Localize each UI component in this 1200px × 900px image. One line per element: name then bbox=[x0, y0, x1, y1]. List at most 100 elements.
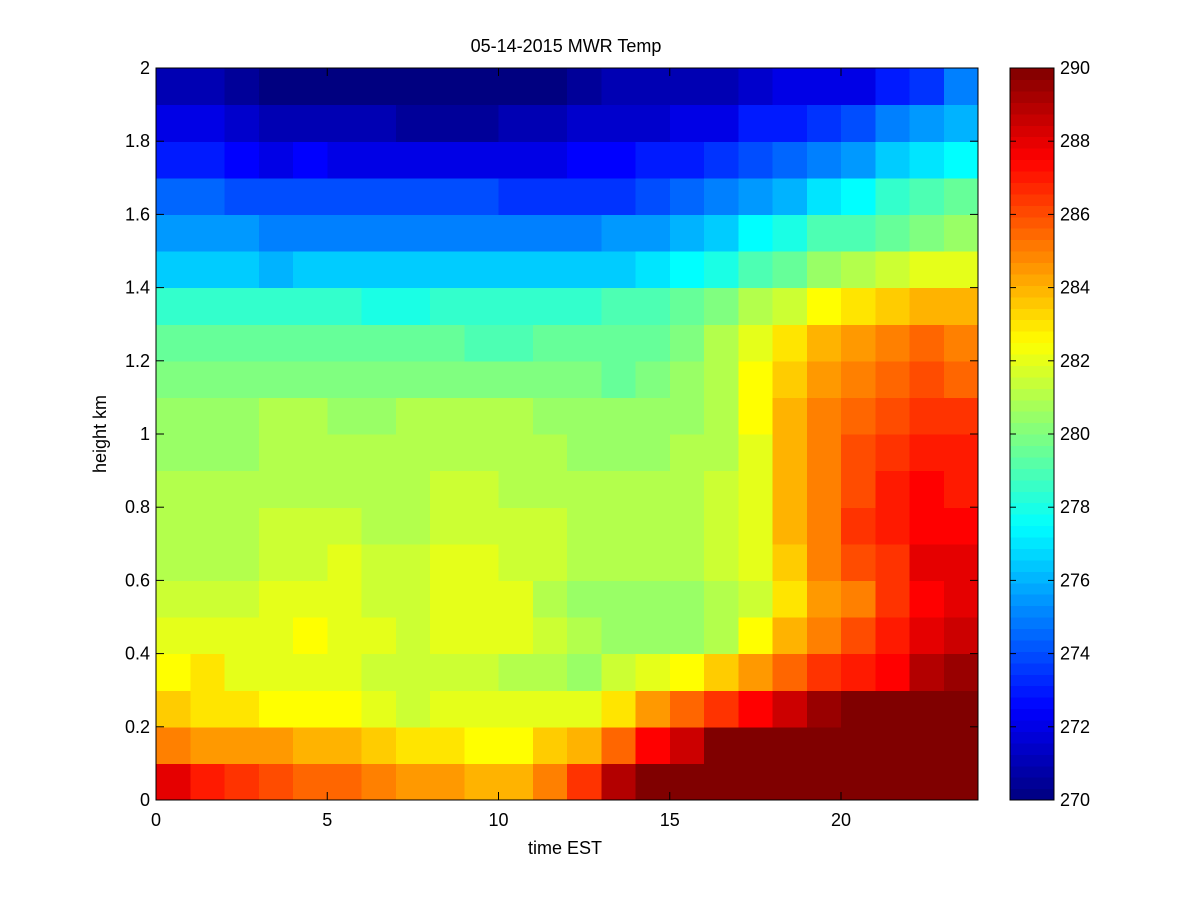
heatmap-cell bbox=[772, 507, 808, 545]
heatmap-cell bbox=[430, 470, 465, 508]
heatmap-cell bbox=[704, 251, 739, 289]
colorbar-segment bbox=[1010, 411, 1054, 424]
colorbar-segment bbox=[1010, 479, 1054, 492]
colorbar-segment bbox=[1010, 285, 1054, 298]
heatmap-cell bbox=[806, 434, 842, 472]
heatmap-cell bbox=[327, 251, 363, 289]
heatmap-cell bbox=[361, 324, 397, 362]
y-tick-label: 1.2 bbox=[125, 351, 150, 371]
heatmap-cell bbox=[258, 214, 294, 252]
heatmap-cell bbox=[635, 580, 671, 618]
heatmap-cell bbox=[875, 507, 911, 545]
heatmap-cell bbox=[841, 543, 876, 581]
heatmap-cell bbox=[704, 653, 739, 691]
heatmap-cell bbox=[943, 653, 979, 691]
heatmap-cell bbox=[943, 580, 979, 618]
heatmap-cell bbox=[190, 653, 226, 691]
heatmap-cell bbox=[361, 214, 397, 252]
heatmap-cell bbox=[190, 434, 226, 472]
heatmap-cell bbox=[190, 287, 226, 325]
colorbar-segment bbox=[1010, 628, 1054, 641]
colorbar-segment bbox=[1010, 559, 1054, 572]
heatmap-cell bbox=[943, 617, 979, 655]
heatmap-cell bbox=[567, 434, 602, 472]
heatmap-cell bbox=[224, 324, 260, 362]
heatmap-cell bbox=[224, 507, 260, 545]
heatmap-cell bbox=[704, 507, 739, 545]
heatmap-cell bbox=[669, 360, 705, 398]
colorbar-segment bbox=[1010, 662, 1054, 675]
heatmap-cell bbox=[601, 68, 637, 106]
heatmap-cell bbox=[258, 287, 294, 325]
heatmap-cell bbox=[738, 177, 774, 215]
heatmap-cell bbox=[841, 470, 876, 508]
heatmap-cell bbox=[498, 726, 534, 764]
heatmap-cell bbox=[327, 507, 363, 545]
x-tick-label: 20 bbox=[831, 810, 851, 830]
heatmap-cell bbox=[909, 434, 945, 472]
heatmap-cell bbox=[293, 360, 328, 398]
heatmap-cell bbox=[772, 68, 808, 106]
heatmap-cell bbox=[875, 104, 911, 142]
colorbar-segment bbox=[1010, 617, 1054, 630]
heatmap-cell bbox=[875, 251, 911, 289]
colorbar-tick-label: 284 bbox=[1060, 278, 1090, 298]
heatmap-cell bbox=[430, 763, 465, 801]
heatmap-cell bbox=[224, 690, 260, 728]
colorbar-tick-label: 280 bbox=[1060, 424, 1090, 444]
heatmap-cell bbox=[327, 690, 363, 728]
heatmap-cell bbox=[258, 397, 294, 435]
heatmap-cell bbox=[361, 104, 397, 142]
colorbar-segment bbox=[1010, 308, 1054, 321]
colorbar-tick-label: 278 bbox=[1060, 497, 1090, 517]
heatmap-cell bbox=[395, 360, 431, 398]
heatmap-cell bbox=[567, 397, 602, 435]
heatmap-cell bbox=[498, 360, 534, 398]
heatmap-cell bbox=[841, 690, 876, 728]
heatmap-cell bbox=[704, 543, 739, 581]
heatmap-cell bbox=[704, 287, 739, 325]
colorbar-segment bbox=[1010, 582, 1054, 595]
colorbar-segment bbox=[1010, 697, 1054, 710]
heatmap-cell bbox=[875, 287, 911, 325]
heatmap-cell bbox=[361, 617, 397, 655]
heatmap-cell bbox=[635, 434, 671, 472]
heatmap-cell bbox=[532, 177, 568, 215]
heatmap-cell bbox=[635, 177, 671, 215]
heatmap-cell bbox=[498, 434, 534, 472]
colorbar-segment bbox=[1010, 502, 1054, 515]
heatmap-cell bbox=[669, 397, 705, 435]
colorbar-segment bbox=[1010, 445, 1054, 458]
heatmap-cell bbox=[738, 434, 774, 472]
heatmap-cell bbox=[909, 617, 945, 655]
heatmap-cell bbox=[498, 690, 534, 728]
heatmap-cell bbox=[943, 726, 979, 764]
heatmap-cell bbox=[567, 104, 602, 142]
colorbar-segment bbox=[1010, 651, 1054, 664]
colorbar-segment bbox=[1010, 434, 1054, 447]
heatmap-cell bbox=[361, 690, 397, 728]
heatmap-cell bbox=[943, 104, 979, 142]
heatmap-cell bbox=[464, 397, 500, 435]
colorbar-tick-label: 286 bbox=[1060, 204, 1090, 224]
heatmap-cell bbox=[772, 617, 808, 655]
heatmap-cell bbox=[258, 324, 294, 362]
colorbar-segment bbox=[1010, 719, 1054, 732]
heatmap-cell bbox=[738, 397, 774, 435]
heatmap-cell bbox=[532, 68, 568, 106]
heatmap-cell bbox=[635, 543, 671, 581]
colorbar-segment bbox=[1010, 125, 1054, 138]
heatmap-cell bbox=[430, 580, 465, 618]
colorbar-segment bbox=[1010, 113, 1054, 126]
heatmap-cell bbox=[430, 177, 465, 215]
heatmap-cell bbox=[704, 141, 739, 179]
heatmap-cell bbox=[669, 324, 705, 362]
heatmap-cell bbox=[601, 434, 637, 472]
heatmap-cell bbox=[532, 141, 568, 179]
heatmap-cell bbox=[806, 214, 842, 252]
heatmap-cell bbox=[532, 104, 568, 142]
heatmap-cell bbox=[293, 470, 328, 508]
heatmap-cell bbox=[156, 214, 191, 252]
heatmap-cell bbox=[498, 763, 534, 801]
heatmap-cell bbox=[464, 580, 500, 618]
